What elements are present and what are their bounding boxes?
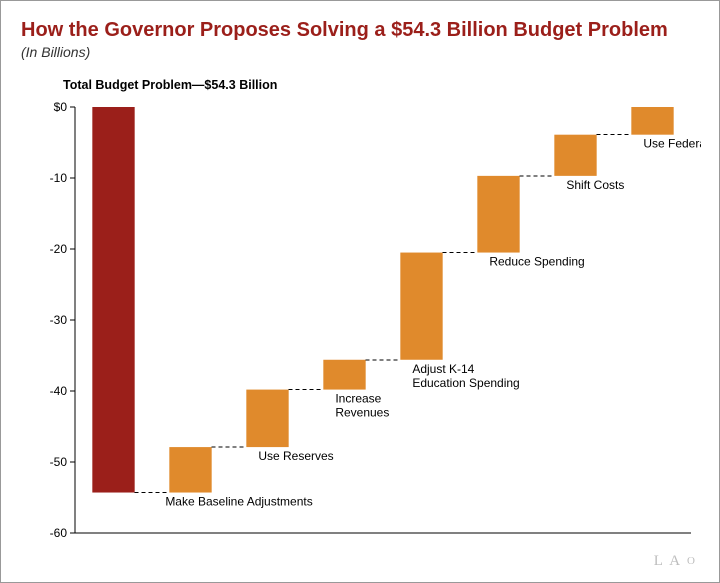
bar-label: Education Spending	[412, 376, 519, 390]
figure-frame: How the Governor Proposes Solving a $54.…	[0, 0, 720, 583]
bar-label: Reduce Spending	[489, 255, 584, 269]
svg-text:-10: -10	[50, 171, 68, 185]
svg-text:-30: -30	[50, 313, 68, 327]
bar-label: Shift Costs	[566, 178, 624, 192]
chart-title: How the Governor Proposes Solving a $54.…	[21, 19, 699, 42]
svg-text:-40: -40	[50, 384, 68, 398]
bar	[323, 360, 365, 390]
bar	[400, 253, 442, 360]
bar	[477, 176, 519, 253]
bar-label: Use Reserves	[258, 449, 333, 463]
waterfall-chart: $0 -10 -20 -30 -40 -50 -60 Make Baseline Adjust…	[41, 101, 701, 551]
bar	[554, 135, 596, 176]
bar-label: Make Baseline Adjustments	[165, 495, 312, 509]
bar-label: Use Federal Funding	[643, 137, 701, 151]
svg-text:-50: -50	[50, 455, 68, 469]
bar	[169, 447, 211, 492]
chart-subhead: Total Budget Problem—$54.3 Billion	[63, 78, 699, 92]
lao-watermark: L A O	[654, 553, 697, 570]
bar	[246, 390, 288, 448]
bar	[631, 107, 673, 135]
svg-text:-20: -20	[50, 242, 68, 256]
bar	[92, 107, 134, 493]
chart-subtitle: (In Billions)	[21, 44, 699, 60]
bar-label: Revenues	[335, 406, 389, 420]
bar-label: Increase	[335, 392, 381, 406]
svg-text:$0: $0	[54, 101, 68, 114]
bar-label: Adjust K-14	[412, 362, 474, 376]
svg-text:-60: -60	[50, 526, 68, 540]
chart-area: $0 -10 -20 -30 -40 -50 -60 Make Baseline Adjust…	[41, 101, 701, 551]
